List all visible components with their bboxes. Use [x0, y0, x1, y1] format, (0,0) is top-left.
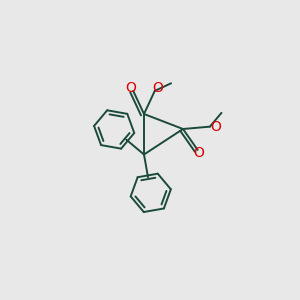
- Text: O: O: [152, 82, 163, 95]
- Text: O: O: [194, 146, 205, 161]
- Text: O: O: [210, 120, 221, 134]
- Text: O: O: [125, 81, 136, 95]
